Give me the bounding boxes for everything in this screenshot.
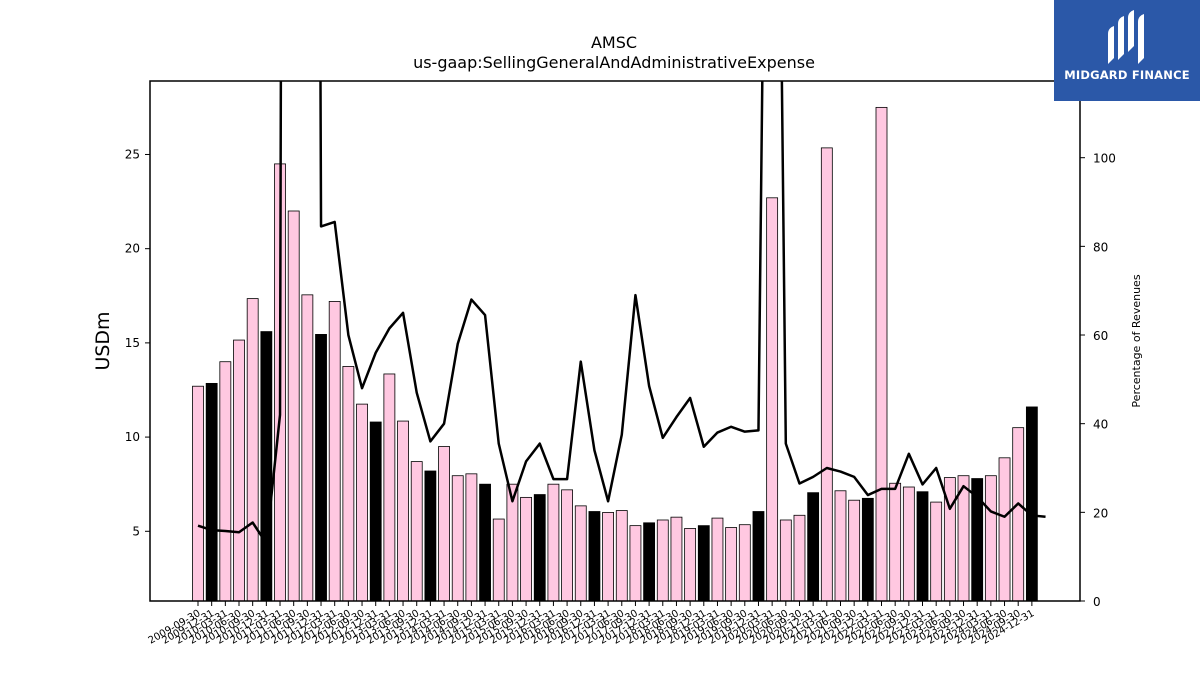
bar-2015-09-30 — [520, 496, 532, 601]
plot-frame — [149, 80, 1081, 602]
bar-2013-12-31 — [424, 470, 437, 601]
bar-2018-06-30 — [670, 516, 683, 601]
y-tick-label: 15 — [125, 336, 140, 350]
bar-2019-06-30 — [725, 527, 738, 601]
bar-2024-03-31 — [984, 475, 997, 601]
bar-2021-03-31 — [820, 147, 833, 601]
bar-2016-12-31 — [588, 511, 601, 601]
bar-2018-12-31 — [697, 525, 710, 601]
y-tick-label: 20 — [125, 242, 140, 256]
y-tick-label: 5 — [132, 524, 140, 538]
chart-title: AMSC — [591, 33, 637, 52]
pct-line-series — [197, 81, 1046, 545]
midgard-logo-icon — [1108, 10, 1144, 64]
bar-2017-06-30 — [615, 510, 628, 601]
bar-2018-03-31 — [656, 519, 669, 601]
y-tick-label: 10 — [125, 430, 140, 444]
bar-2024-09-30 — [1012, 427, 1025, 601]
bar-2012-12-31 — [369, 421, 382, 601]
bar-2019-03-31 — [711, 517, 724, 601]
bar-2020-06-30 — [779, 519, 792, 601]
bar-2016-09-30 — [574, 505, 587, 601]
bar-2020-09-30 — [793, 514, 806, 601]
bar-2010-12-31 — [260, 331, 273, 601]
bar-2014-03-31 — [438, 446, 450, 601]
bar-2023-06-30 — [943, 477, 956, 601]
bar-2010-06-30 — [233, 339, 245, 601]
bar-2015-12-31 — [533, 494, 546, 601]
bar-2016-03-31 — [547, 483, 560, 601]
bar-2014-12-31 — [479, 483, 491, 601]
bar-series — [192, 106, 1038, 601]
bar-2022-12-31 — [916, 491, 929, 601]
y2-tick-label: 20 — [1093, 506, 1108, 520]
bar-2021-06-30 — [834, 490, 847, 601]
x-axis: 2009-09-302009-12-312010-03-312010-06-30… — [147, 601, 1036, 647]
bar-2023-12-31 — [971, 478, 984, 601]
bar-2024-12-31 — [1025, 406, 1038, 601]
logo-text: MIDGARD FINANCE — [1064, 68, 1190, 82]
bar-2010-03-31 — [219, 361, 232, 601]
bar-2011-12-31 — [315, 334, 327, 601]
bar-2024-06-30 — [998, 457, 1011, 601]
bar-2012-06-30 — [342, 366, 355, 601]
bar-2011-09-30 — [301, 294, 314, 601]
bar-2017-09-30 — [629, 525, 642, 601]
chart-subtitle: us-gaap:SellingGeneralAndAdministrativeE… — [413, 53, 815, 72]
bar-2012-09-30 — [356, 403, 368, 601]
bar-2015-06-30 — [506, 483, 519, 601]
bar-2010-09-30 — [246, 298, 259, 601]
y-axis-left: 5 10 15 20 25 — [125, 147, 150, 538]
bar-2022-06-30 — [889, 482, 902, 601]
bar-2009-09-30 — [192, 385, 204, 601]
bar-2017-12-31 — [643, 522, 656, 601]
bar-2014-06-30 — [451, 475, 464, 601]
bar-2023-03-31 — [930, 501, 943, 601]
bar-2012-03-31 — [328, 301, 341, 601]
bar-2013-06-30 — [397, 420, 409, 601]
bar-2019-12-31 — [752, 511, 765, 601]
bar-2013-03-31 — [383, 373, 396, 601]
bar-2020-12-31 — [807, 492, 820, 601]
bar-2022-03-31 — [875, 106, 888, 601]
y2-axis-label: Percentage of Revenues — [1130, 274, 1143, 407]
bar-2009-12-31 — [205, 382, 218, 601]
bar-2021-12-31 — [861, 497, 874, 601]
bar-2021-09-30 — [848, 499, 861, 601]
midgard-finance-logo: MIDGARD FINANCE — [1054, 0, 1200, 101]
y-axis-right: 0 20 40 60 80 100 — [1080, 152, 1116, 609]
bar-2014-09-30 — [465, 473, 478, 601]
bar-2017-03-31 — [602, 512, 614, 601]
y2-tick-label: 100 — [1093, 152, 1116, 166]
y2-tick-label: 0 — [1093, 595, 1101, 609]
pct-of-revenues-line — [197, 81, 1046, 545]
bar-2018-09-30 — [684, 528, 697, 601]
y-axis-label: USDm — [92, 311, 114, 370]
y2-tick-label: 80 — [1093, 240, 1108, 254]
bar-2016-06-30 — [561, 489, 573, 601]
y2-tick-label: 40 — [1093, 418, 1108, 432]
bar-2020-03-31 — [766, 197, 779, 601]
bar-2013-09-30 — [410, 461, 423, 601]
bar-2019-09-30 — [738, 524, 751, 601]
bar-2022-09-30 — [902, 486, 915, 601]
y2-tick-label: 60 — [1093, 329, 1108, 343]
y-tick-label: 25 — [125, 147, 140, 161]
bar-2011-06-30 — [287, 210, 300, 601]
bar-2015-03-31 — [492, 518, 505, 601]
